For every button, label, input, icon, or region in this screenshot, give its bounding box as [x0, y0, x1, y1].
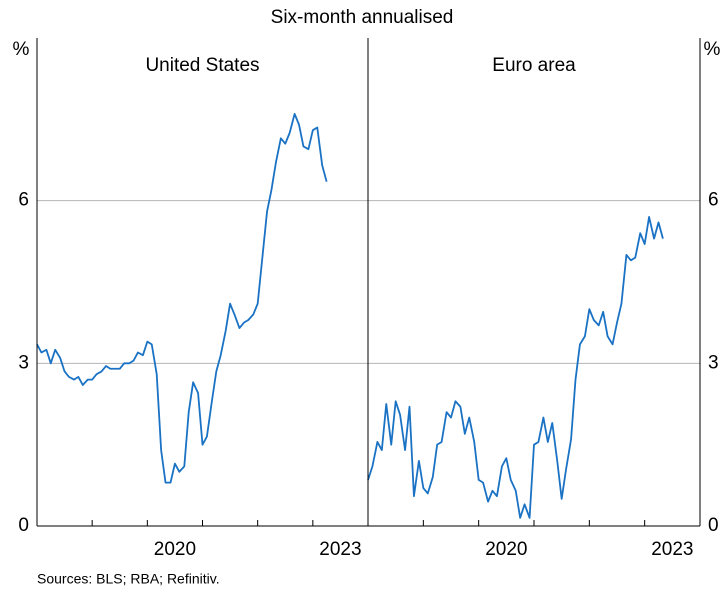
y-tick-label: 0	[18, 515, 29, 536]
x-tick-label: 2020	[485, 539, 527, 560]
x-tick-label: 2023	[651, 539, 693, 560]
y-tick-label: 6	[708, 190, 719, 211]
data-line	[36, 113, 328, 484]
y-tick-label: 3	[18, 352, 29, 373]
panel-title: Euro area	[492, 55, 576, 76]
x-tick-label: 2020	[154, 539, 196, 560]
y-axis-unit: %	[704, 39, 721, 60]
x-tick-label: 2023	[319, 539, 361, 560]
y-axis-unit: %	[13, 39, 30, 60]
y-tick-label: 3	[708, 352, 719, 373]
source-note: Sources: BLS; RBA; Refinitiv.	[37, 571, 220, 587]
data-line	[367, 216, 664, 519]
panel-title: United States	[145, 55, 259, 76]
chart-title: Six-month annualised	[271, 7, 454, 28]
y-tick-label: 0	[708, 515, 719, 536]
y-tick-label: 6	[18, 190, 29, 211]
